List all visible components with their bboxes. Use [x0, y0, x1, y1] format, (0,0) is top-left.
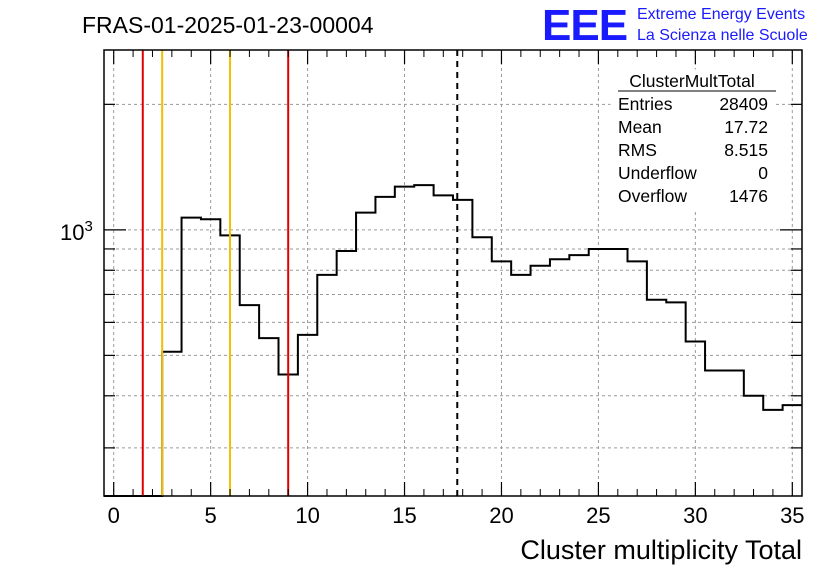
y-tick-label: 103 [60, 218, 93, 245]
histogram-bin [356, 213, 375, 496]
histogram-bin [259, 338, 278, 496]
stats-value-underflow: 0 [758, 163, 768, 183]
histogram-bin [744, 396, 763, 496]
logo-line-2: La Scienza nelle Scuole [637, 27, 808, 44]
x-tick-label: 25 [586, 503, 610, 528]
histogram-bin [647, 300, 666, 496]
histogram-bin [724, 370, 743, 496]
histogram-outline [104, 184, 802, 497]
histogram-bin [337, 251, 356, 496]
logo-line-1: Extreme Energy Events [637, 6, 805, 23]
stats-label-underflow: Underflow [618, 163, 697, 183]
x-tick-label: 20 [489, 503, 513, 528]
stats-box-frame [610, 69, 775, 212]
stats-label-mean: Mean [618, 117, 662, 137]
histogram-bin [569, 255, 588, 496]
run-title: FRAS-01-2025-01-23-00004 [82, 12, 374, 38]
histogram-bin [511, 275, 530, 496]
stats-value-overflow: 1476 [729, 186, 768, 206]
histogram-bin [240, 305, 259, 496]
axis-ticks [104, 50, 802, 496]
histogram-bin [763, 410, 782, 496]
stats-title: ClusterMultTotal [629, 71, 754, 91]
histogram-series [104, 184, 802, 497]
threshold-lines [141, 50, 459, 496]
histogram-bin [182, 218, 201, 496]
eee-logo: EEE Extreme Energy Events La Scienza nel… [542, 1, 808, 50]
plot-frame [103, 49, 803, 497]
stats-box: ClusterMultTotal Entries 28409 Mean 17.7… [610, 69, 776, 212]
x-tick-label: 35 [780, 503, 804, 528]
x-tick-label: 30 [683, 503, 707, 528]
axis-tick-labels: 0 5 10 15 20 25 30 35 103 [60, 218, 805, 528]
stats-value-entries: 28409 [719, 94, 768, 114]
histogram-bin [628, 261, 647, 496]
histogram-bin [472, 237, 491, 496]
histogram-bin [375, 197, 394, 496]
stats-value-mean: 17.72 [724, 117, 768, 137]
x-axis-title: Cluster multiplicity Total [520, 535, 802, 565]
histogram-bin [414, 185, 433, 496]
histogram-bin [705, 370, 724, 496]
x-tick-label: 5 [205, 503, 217, 528]
histogram-bin [434, 195, 453, 496]
histogram-bin [531, 266, 550, 496]
stats-label-rms: RMS [618, 140, 657, 160]
eee-logo-text: EEE [542, 1, 627, 50]
histogram-bin [453, 200, 472, 496]
histogram-bin [162, 352, 181, 496]
x-tick-label: 15 [392, 503, 416, 528]
stats-value-rms: 8.515 [724, 140, 768, 160]
histogram-bin [608, 249, 627, 496]
stats-label-overflow: Overflow [618, 186, 687, 206]
histogram-bin [666, 302, 685, 496]
stats-label-entries: Entries [618, 94, 673, 114]
x-tick-label: 10 [295, 503, 319, 528]
x-tick-label: 0 [108, 503, 120, 528]
histogram-bin [317, 275, 336, 496]
